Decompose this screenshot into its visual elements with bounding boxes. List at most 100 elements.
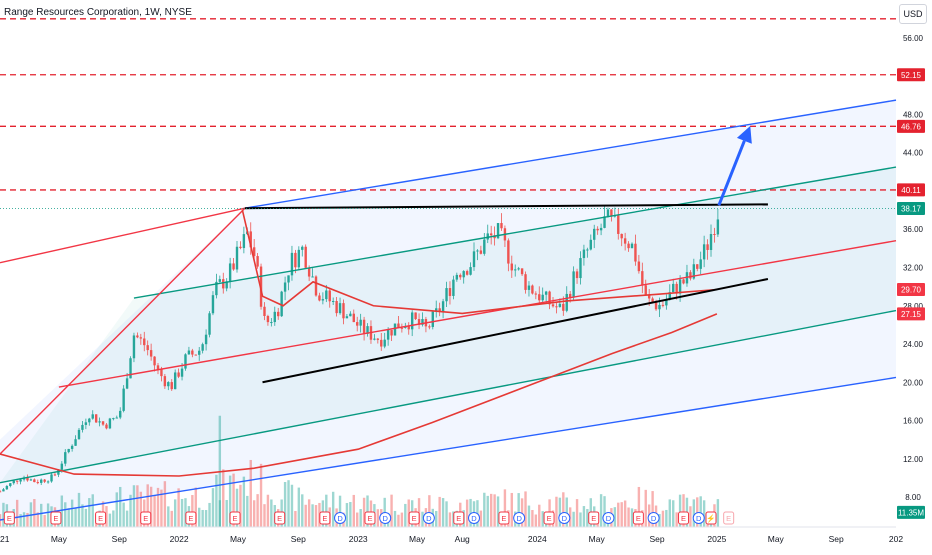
volume-bar — [517, 493, 520, 527]
dividend-marker[interactable] — [602, 512, 615, 524]
volume-bar — [136, 485, 139, 527]
candle-body — [400, 327, 404, 329]
earnings-marker[interactable] — [408, 511, 420, 525]
candle-body — [658, 304, 661, 310]
volume-bar — [362, 497, 366, 527]
candle-body — [252, 247, 256, 257]
candle-body — [514, 269, 517, 271]
dividend-marker[interactable] — [558, 512, 571, 524]
earnings-marker[interactable] — [678, 511, 690, 525]
earnings-marker[interactable] — [229, 511, 241, 525]
candle-body — [91, 414, 94, 419]
volume-bar — [266, 494, 270, 527]
earnings-marker[interactable] — [364, 511, 376, 525]
volume-bar — [404, 503, 407, 527]
earnings-marker[interactable] — [95, 511, 107, 525]
volume-bar — [496, 496, 500, 527]
dividend-marker[interactable] — [647, 512, 660, 524]
price-label-text: 29.70 — [901, 285, 922, 294]
candle-body — [342, 303, 345, 319]
candle-body — [682, 279, 685, 284]
candle-body — [428, 326, 431, 328]
earnings-marker[interactable] — [498, 511, 510, 525]
volume-bar — [304, 504, 307, 527]
volume-bar — [366, 495, 369, 527]
volume-bar — [105, 506, 108, 527]
volume-bar — [301, 494, 304, 527]
candle-body — [129, 358, 132, 379]
earnings-marker[interactable] — [3, 511, 15, 525]
volume-bar — [222, 469, 225, 527]
candle-body — [314, 276, 318, 296]
earnings-marker[interactable] — [588, 511, 600, 525]
volume-bar — [201, 509, 204, 527]
earnings-marker[interactable] — [140, 511, 152, 525]
candle-body — [661, 304, 665, 306]
candle-body — [356, 322, 359, 326]
volume-bar — [112, 510, 115, 527]
candle-body — [421, 319, 424, 325]
currency-button[interactable]: USD — [899, 4, 927, 24]
volume-bar — [524, 491, 527, 527]
dividend-marker[interactable] — [468, 512, 481, 524]
earnings-marker[interactable] — [274, 511, 286, 525]
dividend-marker[interactable] — [379, 512, 392, 524]
candle-body — [297, 249, 301, 268]
volume-bar — [651, 491, 654, 527]
candle-body — [572, 271, 575, 298]
candle-body — [483, 239, 486, 254]
volume-bar — [562, 492, 565, 527]
earnings-marker[interactable] — [185, 511, 197, 525]
volume-bar — [307, 499, 311, 527]
candle-body — [654, 302, 658, 310]
volume-bar — [294, 510, 297, 527]
volume-bar — [88, 498, 91, 527]
volume-bar — [331, 491, 335, 527]
price-label — [897, 201, 925, 215]
earnings-marker[interactable] — [543, 511, 555, 525]
event-marker-glyph: E — [501, 514, 506, 523]
candle-body — [149, 350, 153, 357]
candle-body — [167, 382, 170, 387]
volume-bar — [672, 500, 675, 527]
volume-bar — [572, 511, 575, 527]
dividend-marker[interactable] — [513, 512, 526, 524]
volume-bar — [77, 492, 81, 527]
channel-line-red — [0, 207, 246, 455]
candle-body — [105, 424, 108, 429]
volume-bar — [678, 494, 682, 527]
earnings-marker[interactable] — [50, 511, 62, 525]
volume-bar — [428, 495, 431, 527]
candle-body — [678, 279, 682, 294]
earnings-marker[interactable] — [723, 511, 735, 525]
price-tick: 48.00 — [903, 110, 924, 119]
volume-bar — [297, 487, 301, 527]
candle-body — [273, 311, 276, 323]
price-axis[interactable] — [896, 0, 932, 527]
volume-bar — [146, 484, 149, 527]
candle-body — [610, 209, 613, 217]
earnings-marker[interactable] — [632, 511, 644, 525]
time-tick: May — [589, 534, 606, 544]
split-marker[interactable] — [705, 511, 717, 525]
candle-body — [672, 283, 675, 293]
projection-arrow — [717, 140, 746, 206]
volume-bar — [311, 504, 314, 527]
price-tick: 28.00 — [903, 302, 924, 311]
candle-body — [187, 350, 191, 355]
candle-body — [596, 228, 599, 231]
dividend-marker[interactable] — [422, 512, 435, 524]
volume-bar — [125, 510, 129, 527]
dividend-marker[interactable] — [692, 512, 705, 524]
volume-bar — [60, 495, 64, 527]
volume-bar — [228, 475, 232, 527]
candle-body — [46, 481, 50, 483]
candle-body — [325, 290, 328, 300]
candle-body — [445, 288, 448, 302]
volume-bar — [43, 515, 46, 527]
earnings-marker[interactable] — [319, 511, 331, 525]
dividend-marker[interactable] — [334, 512, 347, 524]
earnings-marker[interactable] — [453, 511, 465, 525]
candle-body — [452, 279, 455, 296]
